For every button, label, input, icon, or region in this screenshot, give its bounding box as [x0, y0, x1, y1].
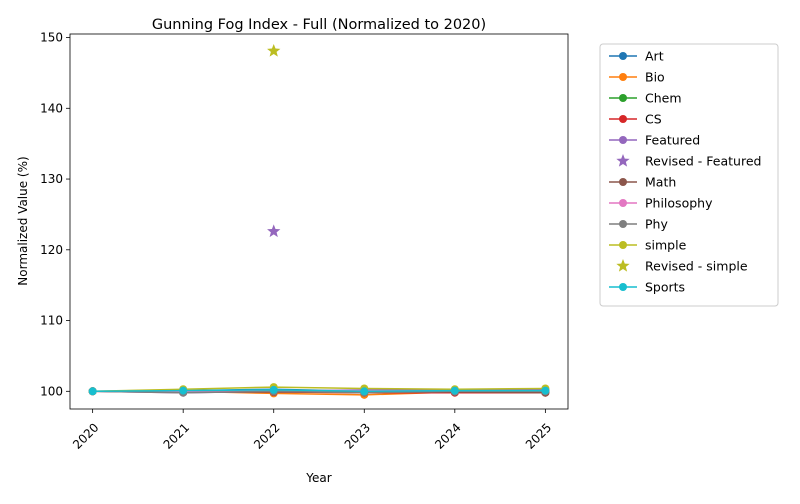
legend-label-revised-simple: Revised - simple — [645, 259, 748, 274]
data-point-sports — [450, 386, 459, 395]
plot-area: 2020 2021 2022 2023 2024 2025 100 110 120 130 140 1… — [40, 31, 569, 452]
y-tick-label: 120 — [40, 243, 63, 257]
legend-label-philosophy: Philosophy — [645, 196, 713, 211]
legend-marker-phy — [619, 220, 627, 228]
x-tick-label: 2022 — [251, 420, 282, 451]
legend-box — [599, 43, 779, 307]
legend-marker-sports — [619, 283, 627, 291]
y-tick-label: 150 — [40, 31, 63, 45]
legend-label-featured: Featured — [645, 133, 700, 148]
star-point-revised-featured — [267, 224, 281, 238]
legend-marker-revised-featured — [616, 154, 630, 167]
data-point-sports — [541, 386, 550, 395]
y-tick-label: 110 — [40, 314, 63, 328]
x-tick-label: 2023 — [342, 420, 373, 451]
legend-marker-featured — [619, 136, 627, 144]
star-point-revised-simple — [267, 43, 281, 57]
data-point-sports — [179, 386, 188, 395]
legend-marker-math — [619, 178, 627, 186]
legend-label-revised-featured: Revised - Featured — [645, 154, 761, 169]
legend-label-bio: Bio — [645, 70, 665, 85]
legend-label-sports: Sports — [645, 280, 685, 295]
plot-frame — [69, 33, 569, 410]
data-point-sports — [360, 387, 369, 396]
legend-marker-revised-simple — [616, 259, 630, 272]
chart-title: Gunning Fog Index - Full (Normalized to … — [152, 17, 486, 33]
legend-marker-cs — [619, 115, 627, 123]
x-axis-label: Year — [305, 471, 331, 485]
series-line-simple — [92, 386, 546, 393]
y-tick-label: 130 — [40, 172, 63, 186]
legend: Art Bio Chem CS Featured Revised - Featured Ma… — [599, 43, 779, 307]
y-tick-label: 140 — [40, 101, 63, 115]
legend-marker-bio — [619, 73, 627, 81]
legend-label-chem: Chem — [645, 91, 682, 106]
legend-label-art: Art — [645, 49, 664, 64]
x-tick-label: 2024 — [432, 420, 463, 451]
data-point-sports — [88, 387, 97, 396]
legend-marker-philosophy — [619, 199, 627, 207]
y-axis-label: Normalized Value (%) — [16, 156, 30, 285]
legend-label-cs: CS — [645, 112, 662, 127]
data-point-sports — [269, 385, 278, 394]
legend-marker-simple — [619, 241, 627, 249]
legend-label-simple: simple — [645, 238, 687, 253]
x-tick-label: 2021 — [161, 420, 192, 451]
legend-label-phy: Phy — [645, 217, 668, 232]
y-tick-label: 100 — [40, 384, 63, 398]
series-line-sports — [92, 389, 546, 393]
x-tick-label: 2025 — [523, 420, 554, 451]
x-tick-label: 2020 — [70, 420, 101, 451]
legend-marker-chem — [619, 94, 627, 102]
legend-marker-art — [619, 52, 627, 60]
legend-label-math: Math — [645, 175, 676, 190]
